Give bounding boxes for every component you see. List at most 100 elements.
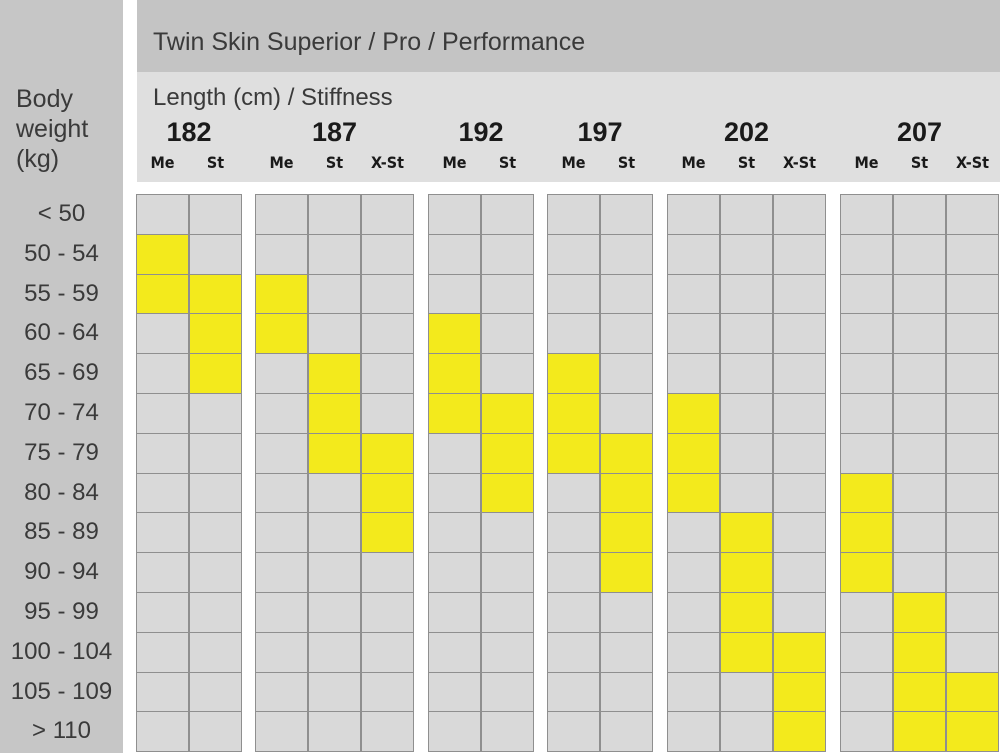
grid-cell xyxy=(136,512,189,554)
grid-cell xyxy=(600,711,653,753)
grid-cell xyxy=(255,393,308,434)
grid-cell xyxy=(428,273,481,315)
grid-cell xyxy=(255,194,308,235)
grid-cell xyxy=(361,671,414,713)
grid-cell xyxy=(255,472,308,514)
weight-row-label: 50 - 54 xyxy=(24,239,99,267)
grid-cell xyxy=(946,592,999,633)
grid-cell xyxy=(547,592,600,633)
grid-cell xyxy=(946,393,999,434)
grid-cell xyxy=(481,711,534,753)
stiffness-header: Me xyxy=(681,153,706,172)
grid-cell xyxy=(893,512,946,554)
grid-cell xyxy=(667,233,720,275)
grid-cell xyxy=(547,273,600,315)
grid-cell xyxy=(255,671,308,713)
grid-cell xyxy=(773,273,826,315)
stiffness-header: X-St xyxy=(955,153,990,172)
grid-cell xyxy=(720,432,773,474)
length-header: 182 xyxy=(166,117,212,147)
recommended-cell xyxy=(308,393,361,434)
chart-title: Twin Skin Superior / Pro / Performance xyxy=(153,28,586,56)
recommended-cell xyxy=(893,592,946,633)
grid-cell xyxy=(428,711,481,753)
stiffness-header: Me xyxy=(269,153,294,172)
grid-cell xyxy=(136,313,189,355)
grid-cell xyxy=(255,552,308,593)
grid-cell xyxy=(893,273,946,315)
grid-cell xyxy=(946,432,999,474)
grid-cell xyxy=(189,592,242,633)
grid-cell xyxy=(667,552,720,593)
grid-cell xyxy=(773,432,826,474)
title-bar xyxy=(137,0,1000,72)
recommended-cell xyxy=(600,432,653,474)
grid-cell xyxy=(946,194,999,235)
grid-cell xyxy=(600,393,653,434)
recommended-cell xyxy=(547,393,600,434)
recommended-cell xyxy=(136,273,189,315)
grid-cell xyxy=(136,194,189,235)
grid-cell xyxy=(720,273,773,315)
grid-cell xyxy=(547,194,600,235)
length-header: 187 xyxy=(311,117,358,147)
grid-cell xyxy=(136,393,189,434)
grid-cell xyxy=(720,233,773,275)
grid-cell xyxy=(773,512,826,554)
grid-cell xyxy=(720,353,773,394)
grid-cell xyxy=(308,233,361,275)
grid-cell xyxy=(547,472,600,514)
grid-cell xyxy=(893,313,946,355)
grid-cell xyxy=(840,631,893,673)
grid-cell xyxy=(308,273,361,315)
grid-cell xyxy=(189,711,242,753)
grid-cell xyxy=(946,472,999,514)
weight-row-label: 95 - 99 xyxy=(24,598,99,625)
weight-row-label: 90 - 94 xyxy=(24,558,99,586)
weight-row-label: 100 - 104 xyxy=(10,637,113,665)
grid-cell xyxy=(308,631,361,673)
recommended-cell xyxy=(840,552,893,593)
grid-cell xyxy=(481,273,534,315)
grid-cell xyxy=(481,671,534,713)
body-weight-label-line: weight xyxy=(16,115,89,143)
weight-row-label: < 50 xyxy=(37,200,86,227)
body-weight-label-line: (kg) xyxy=(16,145,60,173)
grid-cell xyxy=(189,393,242,434)
grid-cell xyxy=(361,194,414,235)
recommended-cell xyxy=(428,393,481,434)
recommended-cell xyxy=(893,711,946,753)
grid-cell xyxy=(136,552,189,593)
grid-cell xyxy=(361,273,414,315)
recommended-cell xyxy=(547,432,600,474)
body-weight-label-line: Body xyxy=(16,85,73,113)
grid-cell xyxy=(428,194,481,235)
grid-cell xyxy=(361,631,414,673)
grid-cell xyxy=(840,393,893,434)
grid-cell xyxy=(773,233,826,275)
weight-row-label: 55 - 59 xyxy=(24,279,99,307)
grid-cell xyxy=(946,631,999,673)
grid-cell xyxy=(840,711,893,753)
grid-cell xyxy=(136,711,189,753)
stiffness-header: St xyxy=(206,153,225,172)
recommended-cell xyxy=(840,472,893,514)
grid-cell xyxy=(547,512,600,554)
grid-cell xyxy=(428,631,481,673)
grid-cell xyxy=(481,313,534,355)
recommended-cell xyxy=(667,393,720,434)
grid-cell xyxy=(893,353,946,394)
recommended-cell xyxy=(600,472,653,514)
grid-cell xyxy=(600,671,653,713)
length-header: 192 xyxy=(458,117,504,147)
weight-row-label: 105 - 109 xyxy=(10,677,113,705)
grid-cell xyxy=(667,512,720,554)
grid-cell xyxy=(667,711,720,753)
grid-cell xyxy=(840,592,893,633)
grid-cell xyxy=(255,233,308,275)
grid-cell xyxy=(667,273,720,315)
recommended-cell xyxy=(600,512,653,554)
grid-cell xyxy=(840,233,893,275)
grid-cell xyxy=(946,512,999,554)
grid-cell xyxy=(773,552,826,593)
